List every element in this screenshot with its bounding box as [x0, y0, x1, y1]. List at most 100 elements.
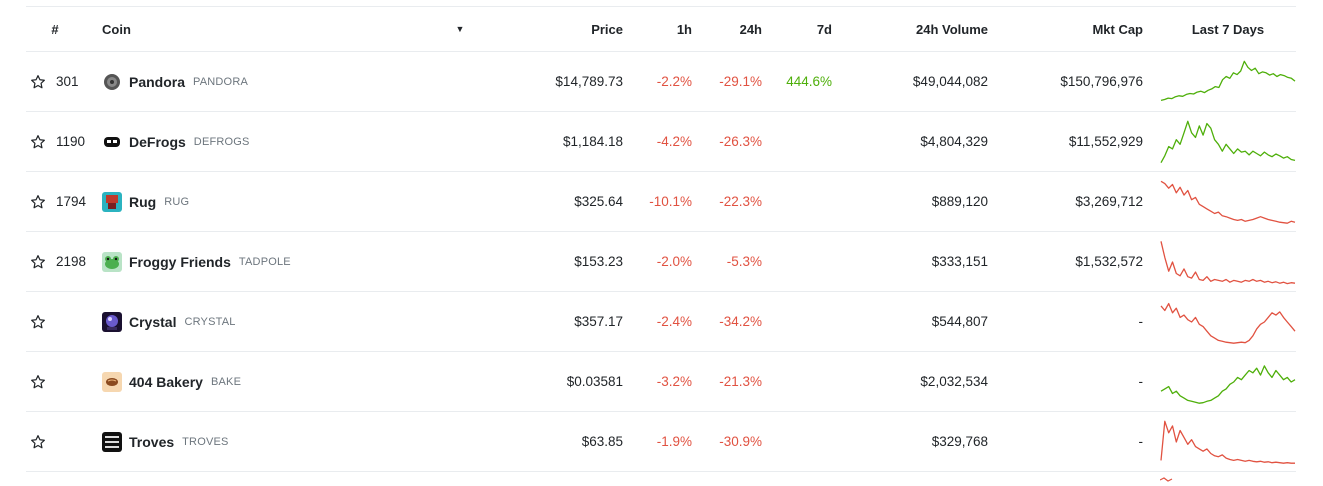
change-7d — [768, 232, 832, 291]
sparkline-chart — [1160, 420, 1295, 464]
star-icon[interactable] — [28, 412, 48, 471]
header-volume[interactable]: 24h Volume — [915, 21, 988, 37]
volume-24h: $49,044,082 — [912, 74, 988, 89]
table-header: # Coin ▼ Price 1h 24h 7d 24h Volume Mkt … — [26, 6, 1296, 52]
coin-link[interactable]: DeFrogs DEFROGS — [102, 112, 250, 171]
sparkline-line — [1160, 240, 1296, 284]
change-7d — [768, 352, 832, 411]
coin-price: $325.64 — [574, 194, 623, 209]
header-rank[interactable]: # — [51, 21, 59, 37]
coin-rank — [56, 412, 106, 471]
coin-name[interactable]: Troves — [129, 433, 175, 450]
sparkline-cell — [1160, 232, 1296, 291]
coin-price: $14,789.73 — [555, 74, 623, 89]
header-last-7-days: Last 7 Days — [1191, 21, 1265, 37]
sparkline-line — [1160, 420, 1295, 464]
change-24h: -5.3% — [726, 254, 762, 269]
coin-link[interactable]: Pandora PANDORA — [102, 52, 248, 111]
coin-symbol: CRYSTAL — [184, 315, 236, 328]
header-7d[interactable]: 7d — [816, 21, 832, 37]
coin-link[interactable]: 404 Bakery BAKE — [102, 352, 241, 411]
header-24h[interactable]: 24h — [739, 21, 762, 37]
coin-rank: 2198 — [56, 254, 87, 269]
header-coin[interactable]: Coin — [102, 21, 131, 37]
coin-name[interactable]: Crystal — [129, 313, 177, 330]
volume-24h: $4,804,329 — [920, 134, 988, 149]
change-24h: -22.3% — [719, 194, 762, 209]
change-7d — [768, 112, 832, 171]
crystal-coin-icon — [102, 311, 122, 332]
change-7d — [768, 172, 832, 231]
star-icon[interactable] — [28, 292, 48, 351]
market-cap: - — [1138, 374, 1144, 389]
change-1h: -2.0% — [656, 254, 692, 269]
rug-coin-icon — [102, 191, 122, 212]
market-cap: - — [1138, 314, 1144, 329]
pandora-coin-icon — [102, 72, 122, 92]
coin-symbol: TROVES — [182, 435, 229, 448]
coin-link[interactable]: Froggy Friends TADPOLE — [102, 232, 291, 291]
market-cap: $11,552,929 — [1068, 134, 1143, 149]
coin-name[interactable]: Rug — [129, 193, 157, 210]
volume-24h: $333,151 — [931, 254, 988, 269]
coin-price: $63.85 — [581, 434, 623, 449]
change-7d: 444.6% — [786, 74, 832, 89]
coin-name[interactable]: Pandora — [129, 73, 186, 90]
volume-24h: $889,120 — [931, 194, 988, 209]
coin-link[interactable]: Troves TROVES — [102, 412, 229, 471]
defrogs-coin-icon — [102, 132, 122, 152]
volume-24h: $544,807 — [931, 314, 988, 329]
bakery-coin-icon — [102, 371, 122, 392]
coin-link[interactable]: Crystal CRYSTAL — [102, 292, 236, 351]
market-cap: $150,796,976 — [1060, 74, 1143, 89]
change-1h: -2.2% — [656, 74, 692, 89]
star-icon[interactable] — [28, 52, 48, 111]
table-row[interactable]: Crystal CRYSTAL $357.17 -2.4% -34.2% $544,807… — [26, 292, 1296, 352]
star-icon[interactable] — [28, 172, 48, 231]
coin-rank — [56, 292, 106, 351]
star-icon[interactable] — [28, 112, 48, 171]
coin-rank: 1794 — [56, 194, 87, 209]
star-icon[interactable] — [28, 352, 48, 411]
sparkline-chart — [1160, 180, 1296, 224]
sparkline-chart — [1160, 477, 1173, 482]
header-1h[interactable]: 1h — [676, 21, 692, 37]
coin-symbol: BAKE — [210, 375, 242, 388]
coin-name[interactable]: DeFrogs — [129, 133, 186, 150]
coin-link[interactable]: Rug RUG — [102, 172, 189, 231]
change-24h: -30.9% — [719, 434, 762, 449]
change-24h: -21.3% — [719, 374, 762, 389]
volume-24h: $2,032,534 — [920, 374, 988, 389]
coin-symbol: DEFROGS — [193, 135, 250, 148]
coin-price: $0.03581 — [566, 374, 623, 389]
header-mcap[interactable]: Mkt Cap — [1092, 21, 1143, 37]
froggy-coin-icon — [102, 251, 122, 272]
sparkline-chart — [1160, 302, 1296, 344]
coin-price: $153.23 — [574, 254, 623, 269]
market-cap: $1,532,572 — [1075, 254, 1143, 269]
coin-name[interactable]: Froggy Friends — [129, 253, 231, 270]
change-7d — [768, 412, 832, 471]
star-icon[interactable] — [28, 232, 48, 291]
sparkline-chart — [1160, 120, 1296, 163]
coin-price: $1,184.18 — [562, 134, 623, 149]
sparkline-cell — [1160, 292, 1296, 351]
sparkline-cell — [1160, 172, 1296, 231]
table-row[interactable]: 1190 DeFrogs DEFROGS $1,184.18 -4.2% -26.3% $4… — [26, 112, 1296, 172]
coin-symbol: RUG — [164, 195, 190, 208]
coin-price: $357.17 — [574, 314, 623, 329]
table-row[interactable]: 404 Bakery BAKE $0.03581 -3.2% -21.3% $2,032,… — [26, 352, 1296, 412]
market-cap: $3,269,712 — [1075, 194, 1143, 209]
caret-down-icon[interactable]: ▼ — [455, 24, 465, 34]
table-row[interactable]: Troves TROVES $63.85 -1.9% -30.9% $329,768 - — [26, 412, 1296, 472]
partial-next-row — [26, 472, 1296, 486]
coin-name[interactable]: 404 Bakery — [129, 373, 203, 390]
table-row[interactable]: 301 Pandora PANDORA $14,789.73 -2.2% -29.1% 44… — [26, 52, 1296, 112]
table-row[interactable]: 1794 Rug RUG $325.64 -10.1% -22.3% $889,120 $3,… — [26, 172, 1296, 232]
change-24h: -29.1% — [719, 74, 762, 89]
coin-rank: 1190 — [56, 134, 86, 149]
sparkline-cell — [1160, 352, 1296, 411]
header-price[interactable]: Price — [591, 21, 623, 37]
table-row[interactable]: 2198 Froggy Friends TADPOLE $153.23 -2.0% -5.… — [26, 232, 1296, 292]
sparkline-chart — [1160, 60, 1296, 101]
